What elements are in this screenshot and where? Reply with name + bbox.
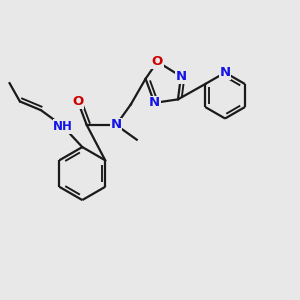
- Text: N: N: [220, 66, 231, 79]
- Text: N: N: [111, 118, 122, 131]
- Text: O: O: [72, 95, 83, 108]
- Text: NH: NH: [53, 120, 73, 133]
- Text: O: O: [152, 55, 163, 68]
- Text: N: N: [149, 96, 160, 110]
- Text: N: N: [176, 70, 187, 83]
